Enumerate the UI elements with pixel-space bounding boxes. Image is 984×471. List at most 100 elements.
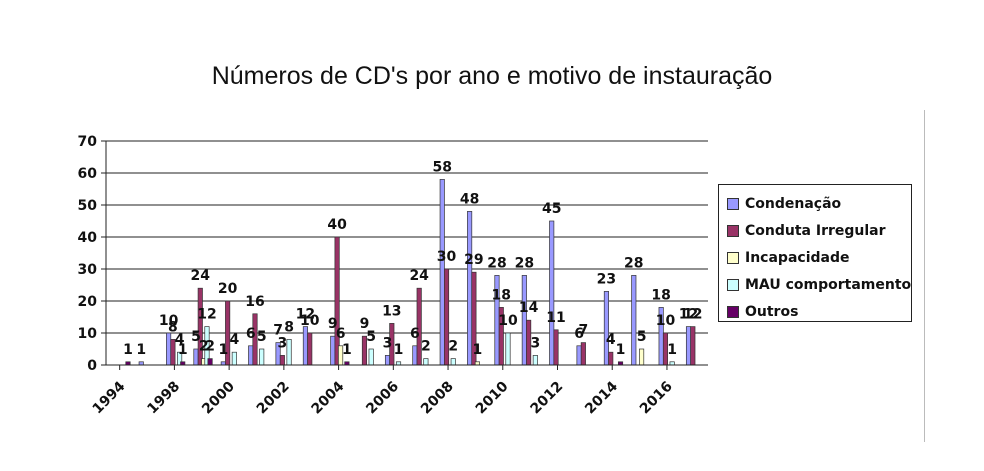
legend-swatch (727, 224, 739, 237)
data-label: 6 (336, 326, 346, 342)
y-tick-label: 30 (78, 262, 98, 278)
x-tick-label: 2000 (199, 378, 238, 417)
data-label: 45 (542, 201, 561, 217)
y-tick-label: 10 (78, 326, 98, 342)
bar-3-19 (639, 348, 645, 366)
x-tick-label: 2012 (527, 379, 566, 418)
data-label: 6 (246, 326, 256, 342)
bar-4-6 (286, 339, 292, 366)
bar-2-6 (279, 355, 285, 366)
bar-4-12 (450, 358, 456, 366)
legend-swatch (727, 278, 739, 291)
data-label: 1 (218, 342, 228, 358)
data-label: 3 (383, 335, 393, 351)
data-label: 11 (546, 310, 565, 326)
data-label: 2 (448, 339, 458, 355)
data-label: 1 (616, 342, 626, 358)
bar-4-15 (532, 355, 538, 366)
legend-item: Incapacidade (727, 244, 911, 271)
y-tick-label: 60 (78, 166, 98, 182)
data-label: 30 (437, 249, 457, 265)
data-label: 1 (136, 342, 146, 358)
bar-1-11 (412, 345, 418, 366)
bar-1-10 (384, 355, 391, 366)
data-label: 5 (366, 329, 376, 345)
divider (924, 110, 925, 442)
data-label: 28 (487, 255, 506, 271)
bar-4-11 (423, 358, 429, 366)
data-label: 10 (498, 313, 518, 329)
data-label: 12 (679, 307, 698, 323)
data-label: 5 (257, 329, 267, 345)
data-label: 5 (637, 329, 647, 345)
data-label: 29 (464, 252, 483, 268)
data-label: 1 (178, 342, 188, 358)
bar-1-16 (549, 220, 555, 366)
bar-2-7 (307, 332, 313, 366)
x-tick-label: 1994 (90, 378, 129, 417)
bar-4-4 (231, 351, 237, 366)
gridlines (106, 140, 708, 334)
x-tick-label: 2016 (637, 379, 676, 418)
bar-1-7 (302, 326, 308, 366)
data-label: 40 (327, 217, 347, 233)
legend-label: Condenação (745, 195, 842, 212)
data-label: 8 (284, 319, 294, 335)
bar-1-15 (521, 275, 527, 366)
data-label: 10 (159, 313, 179, 329)
bar-1-17 (576, 345, 582, 366)
chart-title: Números de CD's por ano e motivo de inst… (211, 62, 773, 90)
y-tick-label: 40 (78, 230, 98, 246)
bar-2-21 (690, 326, 696, 366)
bar-1-13 (467, 211, 473, 366)
bar-1-2 (166, 332, 172, 366)
data-label: 12 (197, 307, 216, 323)
legend-swatch (727, 197, 739, 210)
bar-5-3 (207, 358, 213, 366)
data-label: 24 (191, 268, 211, 284)
data-label: 4 (175, 332, 185, 348)
data-label: 24 (409, 268, 429, 284)
data-label: 12 (683, 307, 702, 323)
y-tick-label: 0 (87, 358, 97, 374)
bar-2-17 (580, 342, 586, 366)
bar-1-21 (685, 326, 692, 366)
data-label: 28 (515, 255, 534, 271)
bar-1-19 (631, 275, 637, 366)
data-label: 58 (433, 159, 452, 175)
legend-swatch (727, 251, 739, 264)
x-tick-label: 2008 (418, 379, 457, 418)
data-label: 3 (530, 335, 540, 351)
data-label: 1 (667, 342, 677, 358)
bar-1-8 (330, 335, 336, 366)
bar-4-14 (505, 332, 511, 366)
data-label: 16 (245, 294, 264, 310)
bars (125, 179, 696, 366)
data-label: 28 (624, 255, 643, 271)
data-label: 14 (519, 300, 539, 316)
data-label: 9 (360, 316, 370, 332)
bar-2-16 (553, 329, 559, 366)
legend-item: Condenação (727, 190, 911, 217)
bar-1-12 (439, 179, 445, 366)
data-label: 1 (394, 342, 404, 358)
data-label: 2 (199, 339, 209, 355)
data-label: 4 (229, 332, 239, 348)
data-label: 18 (651, 287, 670, 303)
data-label: 1 (473, 342, 483, 358)
data-label: 5 (191, 329, 201, 345)
y-tick-label: 50 (78, 198, 98, 214)
bar-4-5 (259, 348, 265, 366)
legend-item: Outros (727, 298, 911, 325)
data-label: 8 (168, 319, 178, 335)
data-label: 6 (410, 326, 420, 342)
legend-item: MAU comportamento (727, 271, 911, 298)
data-label: 9 (328, 316, 338, 332)
legend-label: MAU comportamento (745, 276, 912, 293)
bar-2-18 (608, 351, 614, 366)
data-label: 10 (300, 313, 320, 329)
data-label: 48 (460, 191, 479, 207)
data-label: 1 (123, 342, 133, 358)
